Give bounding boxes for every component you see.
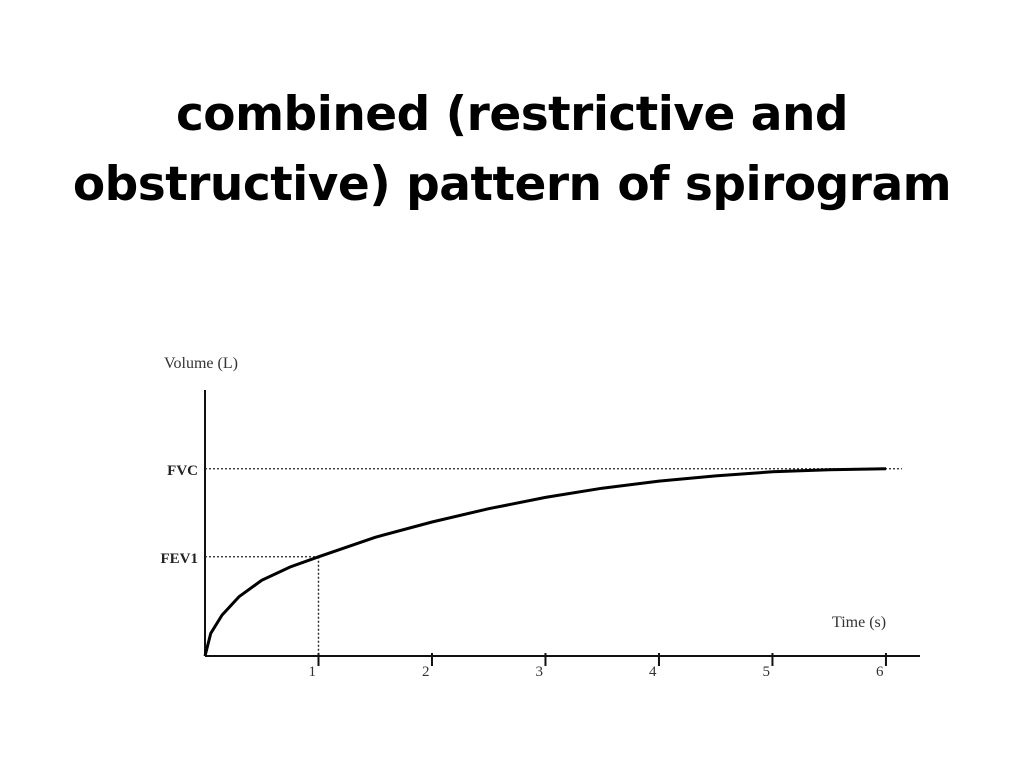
slide-title-line-1: combined (restrictive and [175, 87, 849, 142]
y-axis-label: Volume (L) [164, 355, 238, 372]
level-guides: FVC FEV1 [161, 463, 902, 567]
slide-title-line-2: obstructive) pattern of spirogram [72, 157, 952, 212]
x-tick-label-5: 5 [762, 664, 770, 680]
plot-area: Volume (L) Time (s) 1 2 3 4 5 6 FVC FEV1 [161, 355, 920, 680]
volume-time-curve [203, 467, 887, 657]
x-tick-label-2: 2 [422, 664, 430, 680]
x-tick-label-3: 3 [535, 664, 543, 680]
fvc-label: FVC [167, 463, 198, 479]
x-tick-label-4: 4 [649, 664, 657, 680]
x-tick-label-1: 1 [308, 664, 316, 680]
fev1-label: FEV1 [161, 551, 199, 567]
x-axis-ticks: 1 2 3 4 5 6 [308, 653, 887, 680]
slide-title: combined (restrictive and obstructive) p… [40, 80, 984, 220]
x-tick-label-6: 6 [876, 664, 884, 680]
x-axis-label: Time (s) [832, 614, 886, 631]
